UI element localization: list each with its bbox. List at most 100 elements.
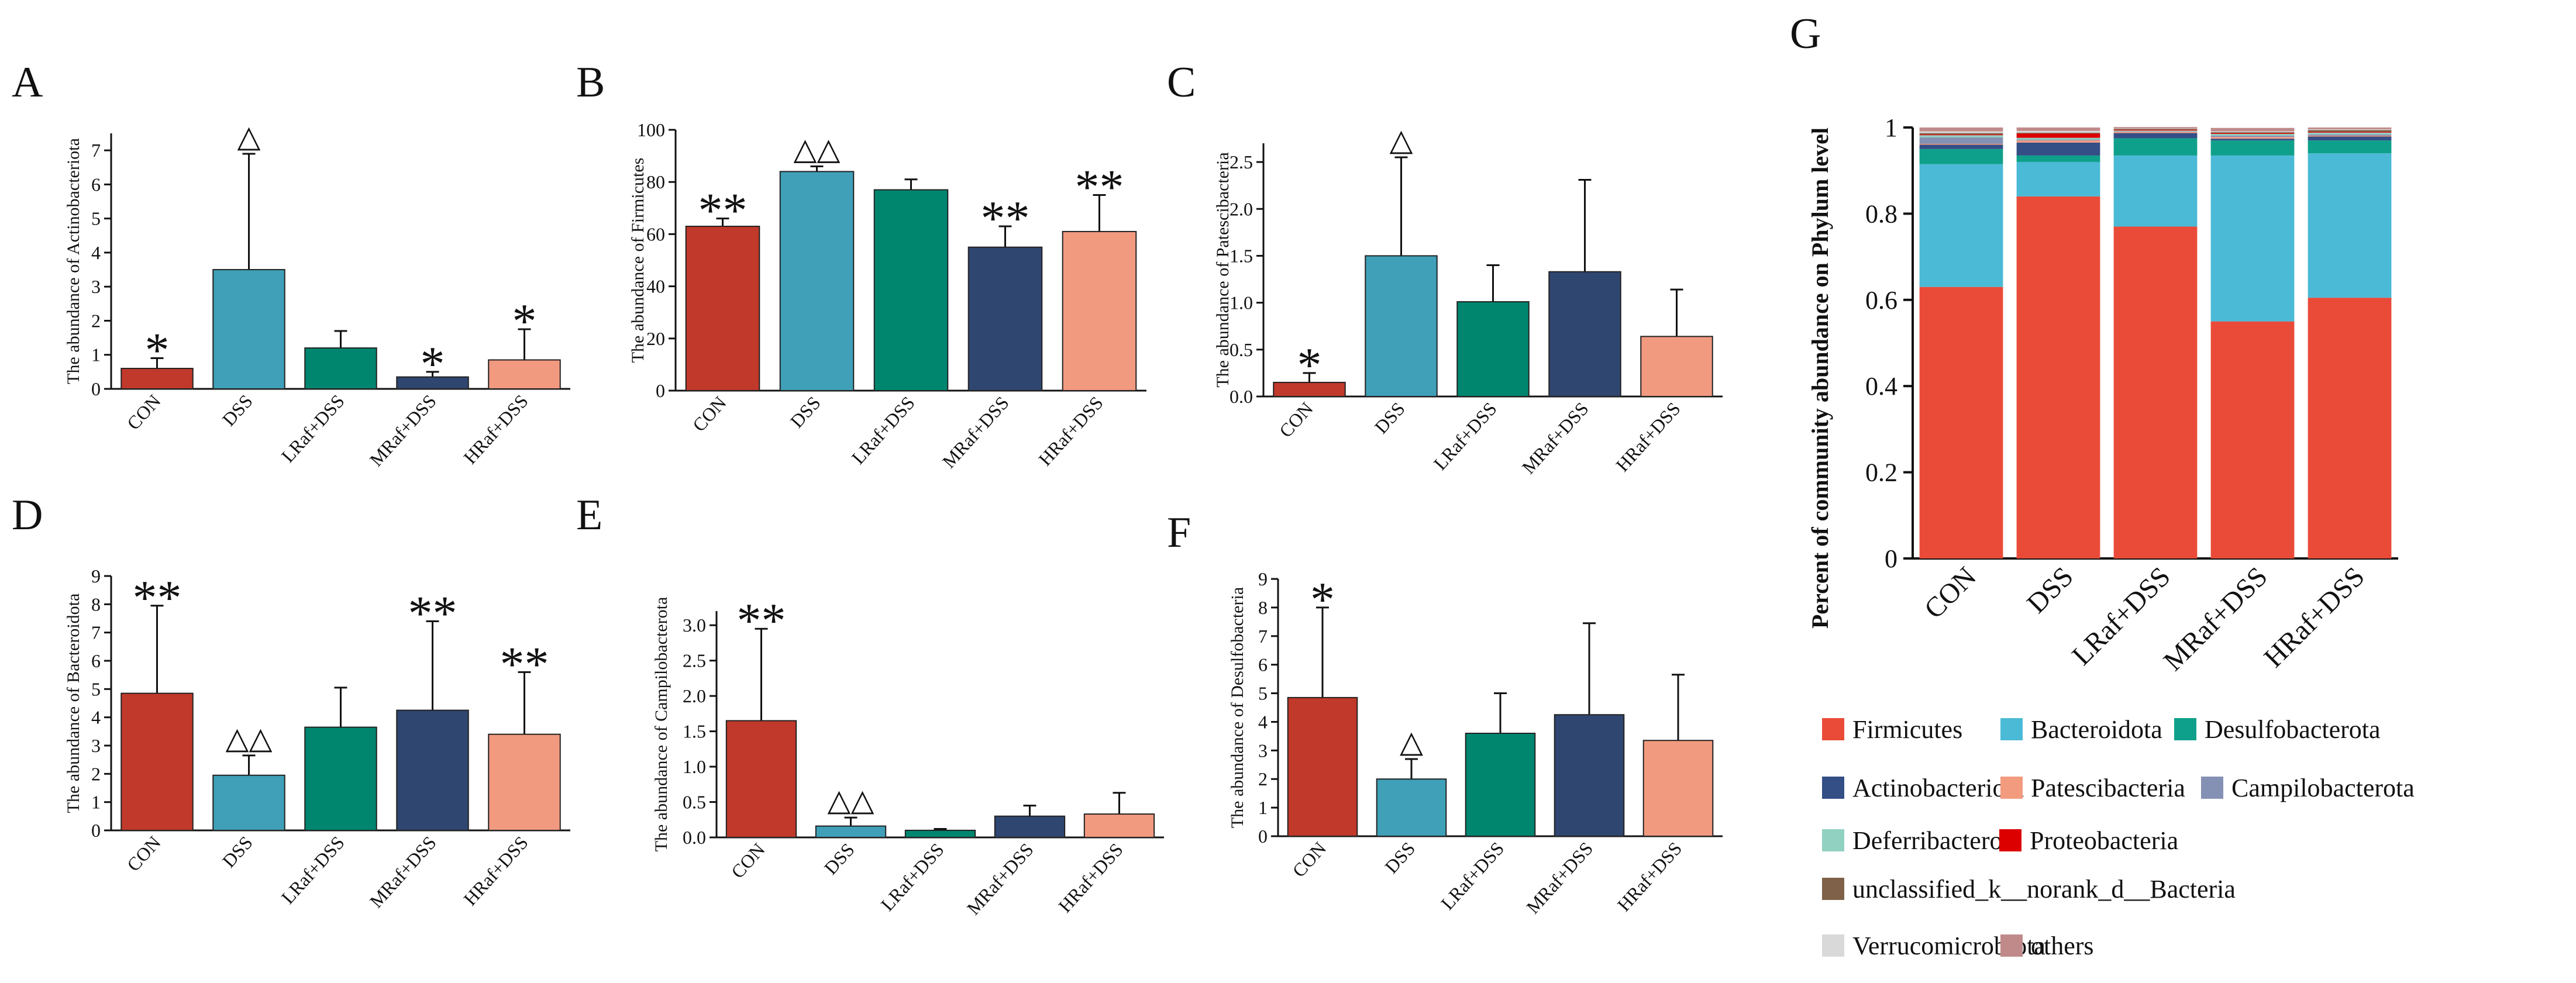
- legend-item: Firmicutes: [1822, 715, 1962, 744]
- bar-hrafdss: [1083, 813, 1155, 838]
- y-tick-label: 3: [91, 735, 101, 756]
- legend-swatch: [1822, 934, 1844, 957]
- y-tick-label: 20: [646, 328, 665, 349]
- legend-swatch: [1822, 829, 1844, 851]
- y-axis-label: The abundance of Firmicutes: [628, 158, 648, 363]
- x-tick-label: HRaf+DSS: [2258, 561, 2370, 673]
- significance-star: **: [500, 637, 549, 691]
- bar-lrafdss: [304, 726, 377, 832]
- x-tick-label: DSS: [2021, 561, 2079, 619]
- bar-lrafdss: [304, 347, 377, 390]
- segment-others: [2016, 127, 2100, 131]
- x-tick-label: MRaf+DSS: [366, 391, 440, 471]
- significance-triangle: △△: [828, 784, 874, 818]
- y-axis-label: Percent of community abundance on Phylum…: [1807, 127, 1833, 629]
- significance-triangle: △: [1400, 726, 1423, 759]
- significance-star: **: [737, 594, 786, 648]
- panel-letter: B: [576, 58, 605, 106]
- y-tick-label: 5: [1258, 683, 1268, 704]
- bar-mrafdss: [1548, 271, 1621, 397]
- legend-item: Deferribacterota: [1822, 826, 2021, 855]
- legend-item: Proteobacteria: [1999, 826, 2178, 855]
- segment-desulfobacterota: [1919, 149, 2003, 164]
- legend-item: Patescibacteria: [2000, 774, 2185, 802]
- y-tick-label: 80: [646, 171, 665, 192]
- segment-others: [2113, 127, 2198, 129]
- panel-letter: D: [12, 491, 43, 539]
- y-axis-label: The abundance of Patescibacteria: [1213, 152, 1232, 387]
- segment-proteobacteria: [2210, 133, 2295, 134]
- bar-mrafdss: [1554, 714, 1625, 837]
- bar-con: [725, 720, 797, 838]
- bar-hrafdss: [1062, 230, 1137, 391]
- y-tick-label: 2: [91, 310, 101, 331]
- bar-dss: [815, 825, 887, 839]
- segment-bacteroidota: [2113, 155, 2198, 227]
- y-tick-label: 8: [1258, 597, 1268, 618]
- significance-star: **: [981, 191, 1030, 246]
- y-tick-label: 2: [91, 763, 101, 784]
- y-tick-label: 2.5: [683, 650, 706, 671]
- panel-d: D 0 1 2 3 4 5 6 7 8 9 The abundance of Bacteroidota…: [12, 491, 570, 912]
- segment-campilobacterota: [2210, 136, 2295, 137]
- significance-triangle: △△: [226, 722, 273, 756]
- legend-swatch: [1822, 777, 1844, 799]
- legend-swatch: [1822, 878, 1844, 900]
- y-tick-label: 2.0: [1230, 198, 1253, 219]
- segment-verrucomicrobiota: [1919, 131, 2003, 133]
- legend-swatch: [1822, 718, 1844, 740]
- x-tick-label: DSS: [786, 392, 825, 432]
- segment-bacteroidota: [2308, 153, 2392, 298]
- x-tick-label: DSS: [820, 839, 859, 879]
- panel-b: B 0 20 40 60 80 100 The abundance of Firmicutes…: [576, 58, 1146, 472]
- x-tick-label: CON: [688, 392, 731, 436]
- bar-hrafdss: [488, 733, 561, 831]
- legend-item: unclassified_k__norank_d__Bacteria: [1822, 875, 2236, 903]
- segment-bacteroidota: [2016, 161, 2100, 196]
- significance-triangle: △△: [794, 133, 841, 166]
- x-tick-label: LRaf+DSS: [277, 391, 349, 467]
- legend-item: Bacteroidota: [2000, 715, 2162, 744]
- y-tick-label: 9: [1258, 568, 1268, 589]
- y-tick-label: 4: [1258, 711, 1268, 732]
- segment-firmicutes: [1919, 287, 2003, 558]
- significance-triangle: △: [1390, 124, 1413, 157]
- segment-unclassifiedknorankdbacteria: [2308, 130, 2392, 132]
- bar-lrafdss: [1465, 733, 1536, 837]
- bar-mrafdss: [994, 815, 1066, 838]
- bar-dss: [212, 269, 285, 390]
- legend-item: Desulfobacterota: [2174, 715, 2381, 744]
- segment-deferribacterota: [1919, 135, 2003, 137]
- segment-patescibacteria: [2016, 140, 2100, 143]
- segment-patescibacteria: [2210, 137, 2295, 139]
- panel-letter: A: [12, 58, 43, 106]
- legend-swatch: [2000, 934, 2023, 957]
- legend: Firmicutes Bacteroidota Desulfobacterota Ac…: [1822, 715, 2415, 960]
- segment-desulfobacterota: [2210, 140, 2295, 156]
- significance-star: **: [1075, 160, 1124, 215]
- y-tick-label: 0.6: [1865, 286, 1897, 315]
- y-tick-label: 3.0: [683, 615, 706, 636]
- panel-letter: F: [1167, 509, 1191, 557]
- y-tick-label: 1: [1258, 797, 1268, 818]
- bar-hrafdss: [1640, 336, 1713, 398]
- bar-dss: [779, 171, 855, 391]
- y-axis-label: The abundance of Desulfobacteria: [1228, 587, 1247, 828]
- x-tick-label: LRaf+DSS: [277, 832, 349, 908]
- bar-con: [120, 368, 194, 389]
- x-tick-label: MRaf+DSS: [938, 392, 1013, 472]
- legend-item: Campilobacterota: [2201, 774, 2415, 802]
- y-tick-label: 1: [91, 792, 101, 813]
- y-tick-label: 3: [91, 276, 101, 297]
- legend-label: Deferribacterota: [1852, 826, 2021, 855]
- legend-label: others: [2031, 932, 2094, 960]
- x-tick-label: LRaf+DSS: [877, 839, 948, 915]
- significance-triangle: △: [237, 120, 261, 154]
- x-tick-label: CON: [1275, 398, 1317, 442]
- x-tick-label: DSS: [218, 391, 257, 430]
- segment-firmicutes: [2016, 196, 2100, 558]
- segment-actinobacteriota: [2210, 139, 2295, 141]
- segment-unclassifiedknorankdbacteria: [2210, 132, 2295, 133]
